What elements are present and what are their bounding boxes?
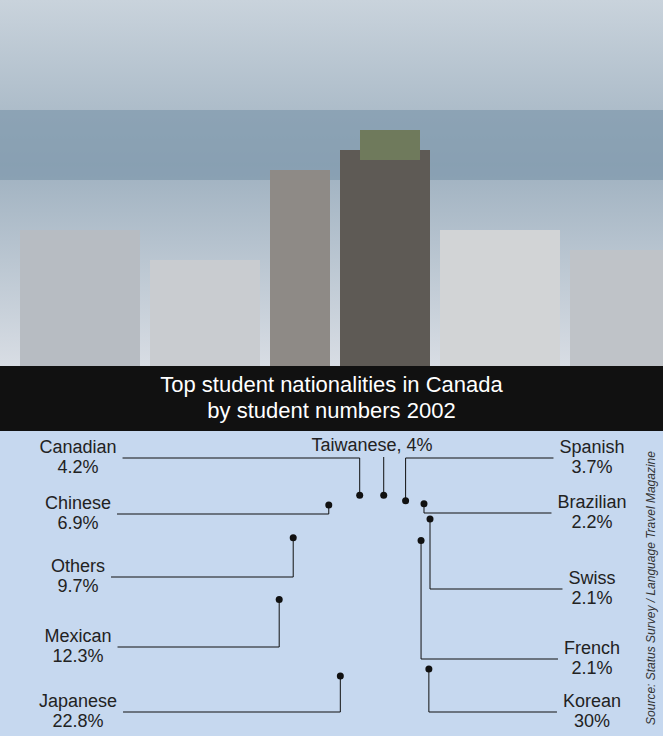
leader-line (118, 599, 280, 647)
leader-dot (402, 497, 409, 504)
slice-label: Korean30% (563, 691, 621, 731)
category-label: Chinese (45, 493, 111, 513)
leader-line (424, 504, 551, 513)
leader-dot (420, 500, 427, 507)
leader-line (123, 676, 340, 712)
category-label: Japanese (39, 691, 117, 711)
labels: Taiwanese, 4% Spanish3.7% Brazilian2.2% Swis… (39, 435, 627, 731)
slice-label: Mexican12.3% (44, 626, 111, 666)
category-label: Mexican (44, 626, 111, 646)
leader-dot (380, 492, 387, 499)
slice-label: Canadian4.2% (39, 437, 116, 477)
category-label: Canadian (39, 437, 116, 457)
value-label: 6.9% (57, 513, 98, 533)
photo-building (20, 230, 140, 366)
panel (0, 431, 663, 736)
leader-dot (427, 515, 434, 522)
category-label: Swiss (568, 568, 615, 588)
leaders (111, 457, 562, 712)
category-label: Taiwanese, (311, 435, 401, 455)
leader-dot (418, 537, 425, 544)
leader-dot (337, 672, 344, 679)
title: Top student nationalities in Canadaby st… (160, 372, 503, 423)
photo-building (360, 130, 420, 160)
leader-line (123, 458, 360, 495)
value-label: 2.2% (571, 512, 612, 532)
source-note: Source: Status Survey / Language Travel … (644, 451, 658, 725)
category-label: Others (51, 556, 105, 576)
leader-dot (325, 502, 332, 509)
slice-label: Swiss2.1% (568, 568, 615, 608)
category-label: Korean (563, 691, 621, 711)
slice-label: Spanish3.7% (559, 437, 624, 477)
category-label: Spanish (559, 437, 624, 457)
photo-building (570, 250, 663, 366)
photo (0, 0, 663, 366)
leader-dot (356, 492, 363, 499)
photo-building (270, 170, 330, 366)
value-label: 30% (574, 711, 610, 731)
photo-building (440, 230, 560, 366)
title-line: Top student nationalities in Canada (160, 372, 503, 397)
photo-river (0, 110, 663, 180)
slice-label: Taiwanese, 4% (311, 435, 432, 455)
slice-label: Chinese6.9% (45, 493, 111, 533)
leader-line (430, 519, 562, 589)
leader-line (383, 457, 384, 495)
photo-building (340, 150, 430, 366)
photo-building (150, 260, 260, 366)
leader-dot (425, 666, 432, 673)
leader-line (406, 458, 554, 501)
category-label: French (564, 638, 620, 658)
slice-label: Japanese22.8% (39, 691, 117, 731)
leader-line (421, 541, 558, 659)
photo-background (0, 0, 663, 366)
label-line: Taiwanese, 4% (311, 435, 432, 455)
leader-dot (290, 534, 297, 541)
leader-line (117, 505, 329, 514)
leader-line (111, 538, 293, 577)
value-label: 4% (407, 435, 433, 455)
value-label: 9.7% (57, 576, 98, 596)
value-label: 12.3% (52, 646, 103, 666)
value-label: 3.7% (571, 457, 612, 477)
slice-label: French2.1% (564, 638, 620, 678)
title-bar (0, 366, 663, 431)
chart: Top student nationalities in Canadaby st… (0, 0, 663, 736)
leader-dot (276, 596, 283, 603)
leader-line (429, 669, 557, 712)
title-line: by student numbers 2002 (207, 398, 455, 423)
value-label: 22.8% (52, 711, 103, 731)
value-label: 2.1% (571, 588, 612, 608)
value-label: 2.1% (571, 658, 612, 678)
slice-label: Others9.7% (51, 556, 105, 596)
slice-label: Brazilian2.2% (557, 492, 626, 532)
value-label: 4.2% (57, 457, 98, 477)
category-label: Brazilian (557, 492, 626, 512)
